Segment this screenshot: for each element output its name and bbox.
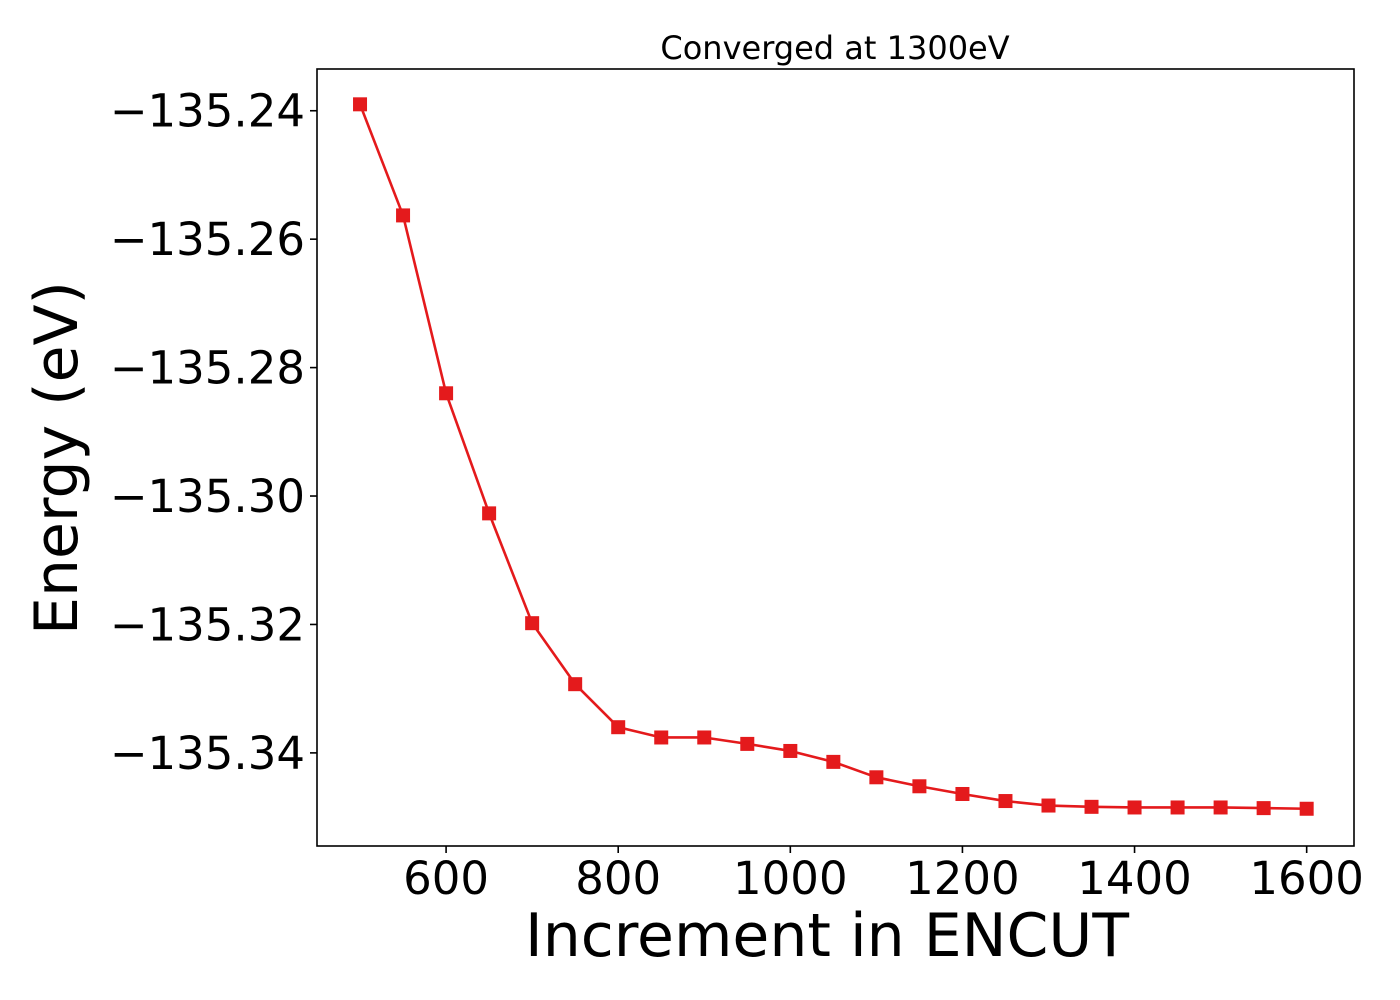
data-point-marker bbox=[1127, 800, 1142, 815]
y-tick-label: −135.26 bbox=[110, 213, 305, 266]
data-point-marker bbox=[1256, 801, 1271, 816]
x-axis-ticks: 600 800 1000 1200 1400 1600 bbox=[403, 846, 1364, 905]
data-point-marker bbox=[740, 736, 755, 751]
data-point-marker bbox=[353, 97, 368, 112]
x-tick-label: 1400 bbox=[1077, 852, 1192, 905]
data-point-marker bbox=[396, 208, 411, 223]
y-tick-label: −135.30 bbox=[110, 470, 305, 523]
y-tick-label: −135.24 bbox=[110, 85, 305, 138]
x-tick-label: 1000 bbox=[733, 852, 848, 905]
data-point-marker bbox=[826, 754, 841, 769]
data-point-marker bbox=[482, 506, 497, 521]
y-tick-label: −135.34 bbox=[110, 727, 305, 780]
data-point-marker bbox=[1213, 800, 1228, 815]
data-point-marker bbox=[654, 730, 669, 745]
x-tick-label: 1600 bbox=[1249, 852, 1364, 905]
chart-title: Converged at 1300eV bbox=[660, 29, 1009, 67]
data-point-marker bbox=[1170, 800, 1185, 815]
plot-area-frame bbox=[316, 68, 1355, 847]
data-point-marker bbox=[1041, 798, 1056, 813]
data-point-marker bbox=[783, 743, 798, 758]
y-tick-label: −135.28 bbox=[110, 342, 305, 395]
y-tick-label: −135.32 bbox=[110, 598, 305, 651]
data-point-marker bbox=[525, 616, 540, 631]
series-layer bbox=[353, 97, 1314, 816]
data-point-marker bbox=[697, 730, 712, 745]
series-line bbox=[358, 103, 1307, 811]
x-tick-label: 1200 bbox=[905, 852, 1020, 905]
data-point-marker bbox=[998, 794, 1013, 809]
y-axis-label: Energy (eV) bbox=[22, 281, 92, 635]
x-tick-label: 800 bbox=[575, 852, 661, 905]
data-point-marker bbox=[1084, 799, 1099, 814]
x-tick-label: 600 bbox=[403, 852, 489, 905]
data-point-marker bbox=[869, 770, 884, 785]
data-point-marker bbox=[568, 677, 583, 692]
data-point-marker bbox=[955, 786, 970, 801]
data-point-marker bbox=[912, 779, 927, 794]
data-point-marker bbox=[1299, 801, 1314, 816]
data-point-marker bbox=[439, 386, 454, 401]
y-axis-ticks: −135.24 −135.26 −135.28 −135.30 −135.32 −135.… bbox=[110, 85, 317, 780]
x-axis-label: Increment in ENCUT bbox=[525, 901, 1129, 971]
data-point-marker bbox=[611, 720, 626, 735]
